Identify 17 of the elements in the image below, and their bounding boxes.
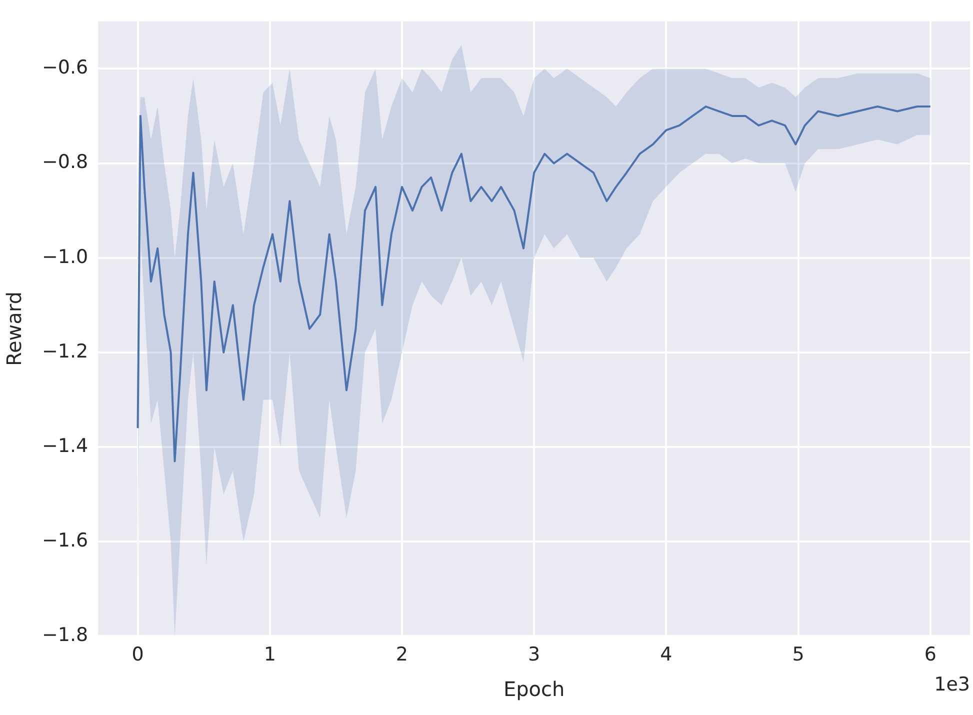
- x-tick-label: 1: [264, 644, 276, 666]
- x-tick-label: 2: [396, 644, 408, 666]
- x-axis-title: Epoch: [503, 677, 565, 702]
- y-tick-label: −1.6: [42, 530, 88, 552]
- y-axis-title: Reward: [2, 292, 26, 366]
- x-tick-label: 0: [132, 644, 144, 666]
- y-tick-label: −1.4: [42, 434, 88, 457]
- x-tick-label: 5: [792, 644, 804, 666]
- y-tick-label: −0.6: [42, 56, 88, 79]
- y-tick-label: −1.2: [42, 340, 88, 362]
- y-tick-label: −1.8: [42, 624, 88, 646]
- x-tick-label: 3: [528, 644, 540, 666]
- x-tick-label: 6: [924, 644, 936, 666]
- y-tick-label: −0.8: [42, 151, 88, 174]
- text: 1e3: [934, 674, 970, 696]
- y-tick-label: −1.0: [42, 246, 88, 268]
- x-tick-label: 4: [660, 644, 672, 666]
